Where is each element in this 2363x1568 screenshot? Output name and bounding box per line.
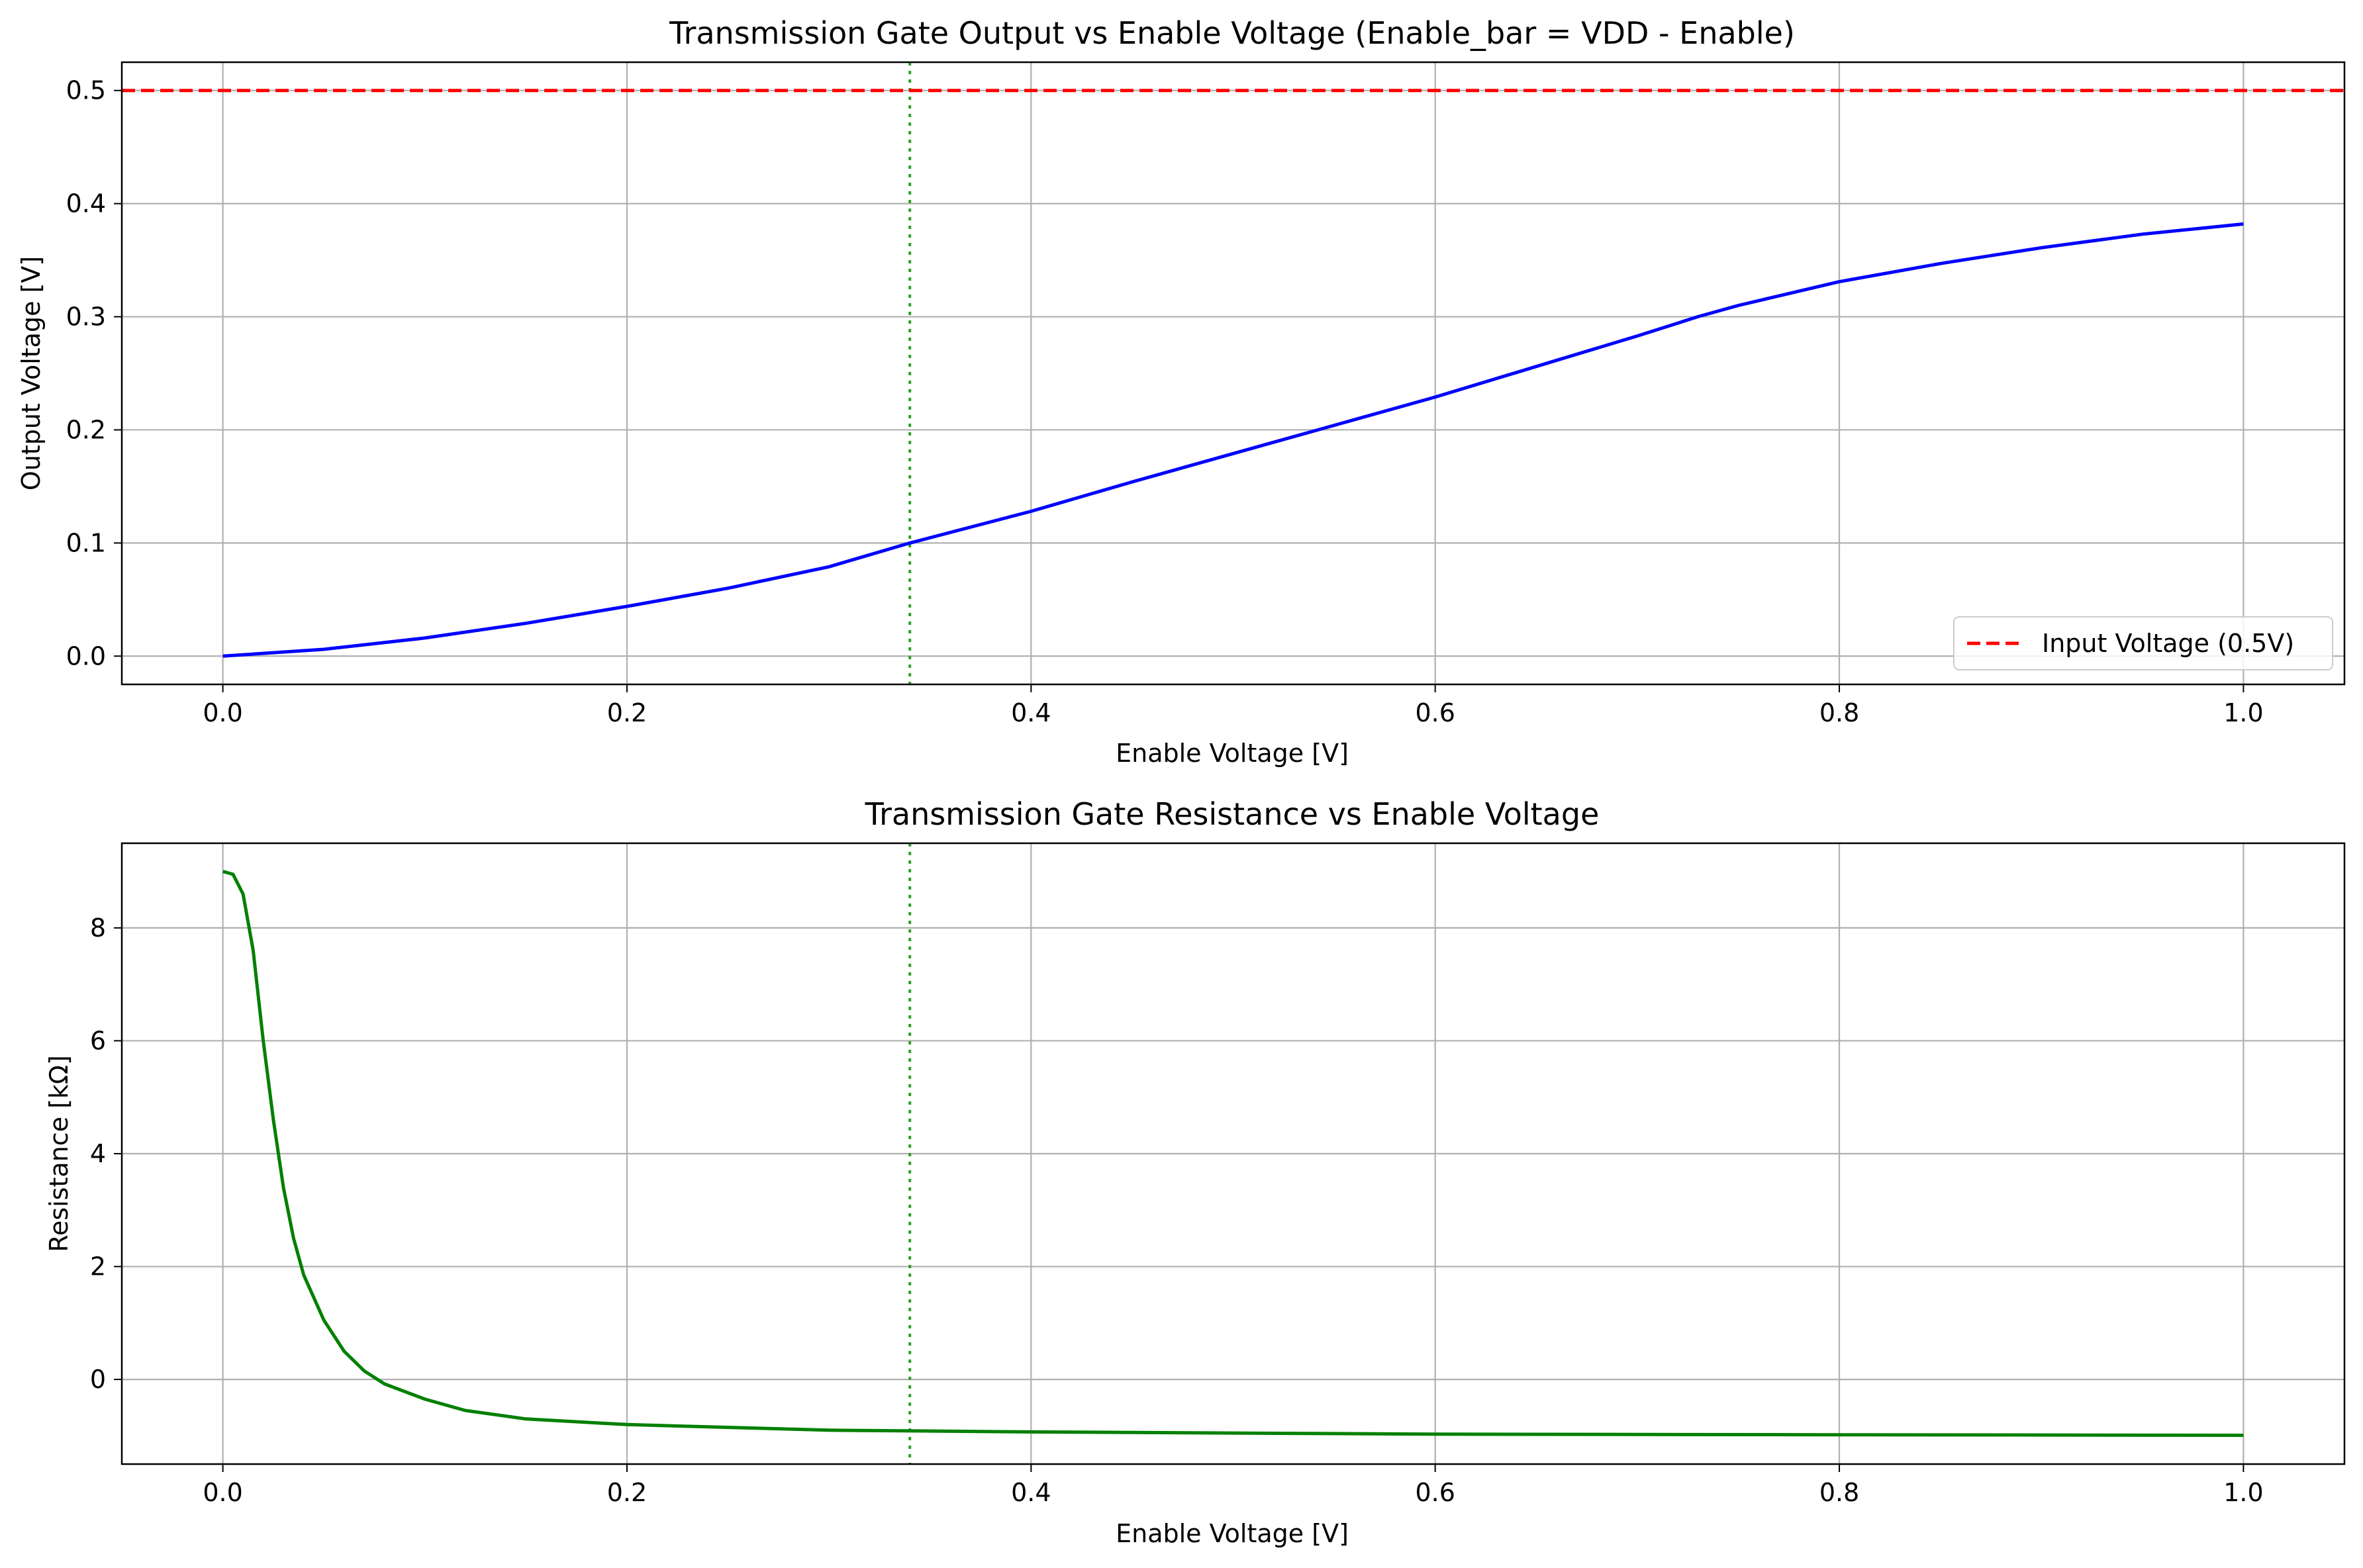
grid [122,62,2344,684]
y-tick-label: 0.2 [66,415,106,444]
y-axis-label: Resistance [kΩ] [44,1055,73,1252]
plot-frame [121,61,2346,686]
y-tick-label: 0.1 [66,528,106,557]
y-tick-label: 0 [90,1365,106,1394]
plot-title: Transmission Gate Output vs Enable Volta… [669,15,1795,51]
grid [122,843,2344,1464]
x-tick-label: 0.6 [1415,1478,1455,1507]
x-tick-label: 0.4 [1011,1478,1051,1507]
plot-area [122,62,2344,684]
y-tick-label: 0.3 [66,302,106,332]
x-tick-label: 0.2 [607,698,647,727]
series-line-0 [222,870,2244,1437]
legend: Input Voltage (0.5V) [1953,616,2333,670]
axis-ticks: 0.0 0.2 0.4 0.6 0.8 1.0 0 2 4 6 8 [90,913,2264,1507]
x-axis-label: Enable Voltage [V] [1116,739,1349,768]
y-tick-label: 0.5 [66,76,106,105]
x-tick-label: 0.8 [1819,1478,1859,1507]
x-tick-label: 1.0 [2223,698,2263,727]
x-tick-label: 0.8 [1819,698,1859,727]
panel-resistance: Transmission Gate Resistance vs Enable V… [44,796,2346,1548]
axis-ticks: 0.0 0.2 0.4 0.6 0.8 1.0 0.0 0.1 0.2 0.3 0.4 0.5 [66,76,2264,727]
x-tick-label: 0.2 [607,1478,647,1507]
x-tick-label: 0.0 [203,1478,242,1507]
plot-title: Transmission Gate Resistance vs Enable V… [865,796,1600,832]
legend-box [1953,616,2333,670]
y-tick-label: 8 [90,913,106,943]
x-tick-label: 1.0 [2223,1478,2263,1507]
y-tick-label: 0.4 [66,189,106,218]
y-tick-label: 0.0 [66,641,106,670]
y-tick-label: 6 [90,1026,106,1055]
y-tick-label: 2 [90,1252,106,1281]
x-tick-label: 0.6 [1415,698,1455,727]
series-line-0 [222,222,2244,658]
x-axis-label: Enable Voltage [V] [1116,1519,1349,1548]
legend-label-input-voltage: Input Voltage (0.5V) [2042,629,2294,658]
x-tick-label: 0.0 [203,698,242,727]
panel-output-voltage: Transmission Gate Output vs Enable Volta… [17,15,2346,768]
plot-area [222,843,2244,1464]
y-axis-label: Output Voltage [V] [17,256,46,490]
y-tick-label: 4 [90,1139,106,1168]
x-tick-label: 0.4 [1011,698,1051,727]
